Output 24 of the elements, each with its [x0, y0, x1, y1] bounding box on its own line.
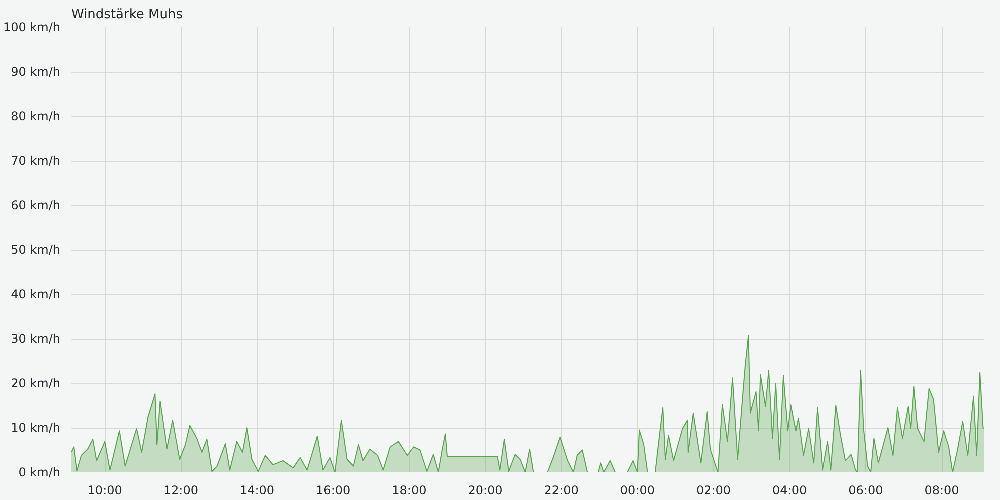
y-tick-label: 30 km/h	[11, 332, 61, 346]
y-tick-label: 20 km/h	[11, 376, 61, 390]
y-tick-label: 40 km/h	[11, 288, 61, 302]
x-tick-label: 08:00	[924, 484, 960, 498]
y-tick-label: 0 km/h	[18, 466, 61, 480]
x-tick-label: 20:00	[468, 484, 503, 498]
x-tick-label: 22:00	[544, 484, 579, 498]
y-tick-label: 50 km/h	[11, 243, 61, 257]
y-tick-label: 70 km/h	[11, 154, 61, 168]
y-tick-label: 80 km/h	[11, 110, 61, 124]
x-tick-label: 12:00	[164, 484, 198, 498]
chart-title: Windstärke Muhs	[72, 8, 184, 22]
y-tick-label: 60 km/h	[11, 198, 61, 212]
x-tick-label: 06:00	[848, 484, 884, 498]
x-tick-label: 10:00	[88, 484, 122, 498]
x-tick-label: 16:00	[316, 484, 351, 498]
x-tick-label: 02:00	[696, 484, 732, 498]
y-tick-label: 100 km/h	[3, 20, 61, 34]
x-tick-label: 18:00	[392, 484, 427, 498]
x-tick-label: 14:00	[240, 484, 275, 498]
x-tick-label: 04:00	[772, 484, 808, 498]
x-tick-label: 00:00	[620, 484, 655, 498]
y-tick-label: 90 km/h	[11, 65, 61, 79]
y-tick-label: 10 km/h	[11, 421, 61, 435]
